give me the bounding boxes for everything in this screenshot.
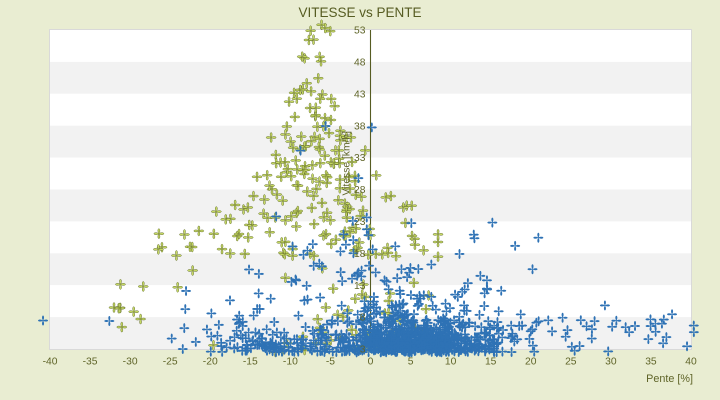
svg-text:5: 5 <box>408 357 414 368</box>
svg-text:10: 10 <box>445 357 457 368</box>
svg-text:-30: -30 <box>123 357 138 368</box>
svg-text:-35: -35 <box>83 357 98 368</box>
svg-text:-40: -40 <box>43 357 58 368</box>
svg-text:48: 48 <box>354 58 366 69</box>
svg-text:-5: -5 <box>326 357 335 368</box>
svg-text:-25: -25 <box>163 357 178 368</box>
svg-text:15: 15 <box>485 357 497 368</box>
svg-text:40: 40 <box>685 357 697 368</box>
svg-text:35: 35 <box>645 357 657 368</box>
svg-text:20: 20 <box>525 357 537 368</box>
svg-text:18: 18 <box>354 249 366 260</box>
svg-text:-20: -20 <box>203 357 218 368</box>
svg-text:53: 53 <box>354 26 366 37</box>
svg-text:3: 3 <box>360 345 366 356</box>
svg-text:25: 25 <box>565 357 577 368</box>
svg-text:23: 23 <box>354 217 366 228</box>
svg-text:-15: -15 <box>243 357 258 368</box>
svg-text:0: 0 <box>368 357 374 368</box>
svg-text:28: 28 <box>354 185 366 196</box>
svg-text:13: 13 <box>354 281 366 292</box>
svg-text:8: 8 <box>360 313 366 324</box>
svg-text:33: 33 <box>354 153 366 164</box>
svg-text:30: 30 <box>605 357 617 368</box>
svg-text:38: 38 <box>354 121 366 132</box>
svg-text:43: 43 <box>354 89 366 100</box>
svg-text:-10: -10 <box>283 357 298 368</box>
